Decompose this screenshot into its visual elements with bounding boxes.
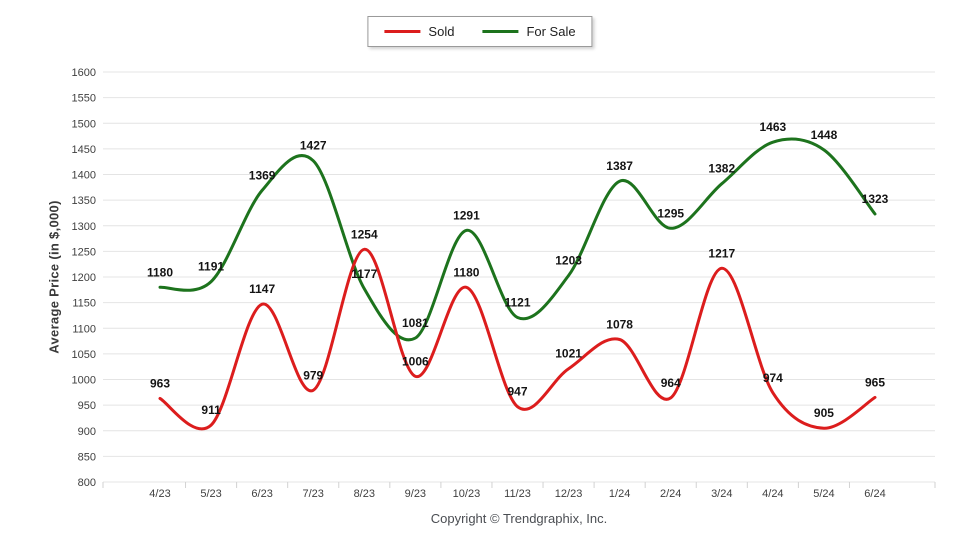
x-tick-label: 11/23 bbox=[504, 488, 531, 500]
x-tick-label: 5/23 bbox=[200, 488, 221, 500]
data-label: 1217 bbox=[708, 246, 735, 260]
data-label: 979 bbox=[303, 368, 323, 382]
data-label: 1427 bbox=[300, 139, 327, 153]
series-line-for-sale bbox=[158, 137, 877, 342]
y-tick-label: 1600 bbox=[72, 67, 96, 79]
data-label: 1147 bbox=[249, 282, 275, 296]
y-tick-label: 850 bbox=[78, 451, 96, 463]
data-label: 1203 bbox=[555, 253, 582, 267]
data-label: 965 bbox=[865, 375, 885, 389]
copyright-text: Copyright © Trendgraphix, Inc. bbox=[430, 511, 608, 526]
sold-line-swatch bbox=[384, 30, 421, 33]
data-label: 1121 bbox=[504, 295, 530, 309]
y-tick-label: 1000 bbox=[72, 375, 96, 387]
legend-item-sold[interactable]: Sold bbox=[384, 24, 454, 39]
data-label: 1021 bbox=[555, 347, 582, 361]
data-label: 1191 bbox=[198, 260, 224, 274]
x-tick-label: 5/24 bbox=[813, 488, 834, 500]
x-tick-label: 2/24 bbox=[660, 488, 681, 500]
data-label: 1448 bbox=[811, 128, 838, 142]
data-label: 1323 bbox=[862, 192, 889, 206]
data-label: 1291 bbox=[453, 208, 480, 222]
data-label: 1006 bbox=[402, 354, 429, 368]
data-label: 1078 bbox=[606, 318, 633, 332]
legend-label-sold: Sold bbox=[428, 24, 455, 39]
data-label: 1180 bbox=[453, 265, 479, 279]
x-tick-label: 4/23 bbox=[149, 488, 170, 500]
x-tick-label: 6/24 bbox=[864, 488, 885, 500]
data-label: 905 bbox=[814, 406, 834, 420]
y-tick-label: 1500 bbox=[72, 118, 96, 130]
y-tick-label: 1550 bbox=[72, 93, 96, 105]
x-tick-label: 4/24 bbox=[762, 488, 783, 500]
data-label: 974 bbox=[763, 371, 783, 385]
y-tick-label: 1100 bbox=[72, 323, 96, 335]
y-tick-label: 1350 bbox=[72, 195, 96, 207]
legend-item-for-sale[interactable]: For Sale bbox=[482, 24, 576, 39]
y-tick-label: 1200 bbox=[72, 272, 96, 284]
y-tick-label: 1400 bbox=[72, 170, 96, 182]
legend: Sold For Sale bbox=[367, 16, 593, 47]
data-label: 963 bbox=[150, 376, 170, 390]
y-tick-label: 900 bbox=[78, 426, 96, 438]
data-label: 1254 bbox=[351, 227, 378, 241]
for-sale-line-swatch bbox=[482, 30, 519, 33]
x-tick-label: 3/24 bbox=[711, 488, 732, 500]
data-label: 1387 bbox=[606, 159, 633, 173]
x-tick-label: 8/23 bbox=[354, 488, 375, 500]
data-label: 1382 bbox=[708, 162, 735, 176]
data-label: 1463 bbox=[760, 120, 787, 134]
data-label: 1081 bbox=[402, 316, 429, 330]
data-label: 1369 bbox=[249, 168, 276, 182]
data-label: 1177 bbox=[351, 267, 377, 281]
x-tick-label: 6/23 bbox=[251, 488, 272, 500]
series-line-sold bbox=[158, 247, 877, 431]
y-tick-label: 1050 bbox=[72, 349, 96, 361]
data-label: 911 bbox=[201, 403, 221, 417]
x-tick-label: 10/23 bbox=[453, 488, 481, 500]
y-tick-label: 1450 bbox=[72, 144, 96, 156]
y-tick-label: 800 bbox=[78, 477, 96, 489]
legend-label-for-sale: For Sale bbox=[526, 24, 576, 39]
y-tick-label: 1150 bbox=[72, 298, 96, 310]
y-tick-label: 1250 bbox=[72, 246, 96, 258]
y-tick-label: 950 bbox=[78, 400, 96, 412]
x-tick-label: 7/23 bbox=[303, 488, 324, 500]
x-tick-label: 12/23 bbox=[555, 488, 583, 500]
data-label: 1295 bbox=[657, 206, 684, 220]
data-label: 964 bbox=[661, 376, 681, 390]
y-tick-label: 1300 bbox=[72, 221, 96, 233]
x-tick-label: 9/23 bbox=[405, 488, 426, 500]
x-tick-label: 1/24 bbox=[609, 488, 630, 500]
data-label: 1180 bbox=[147, 265, 173, 279]
data-label: 947 bbox=[507, 385, 527, 399]
